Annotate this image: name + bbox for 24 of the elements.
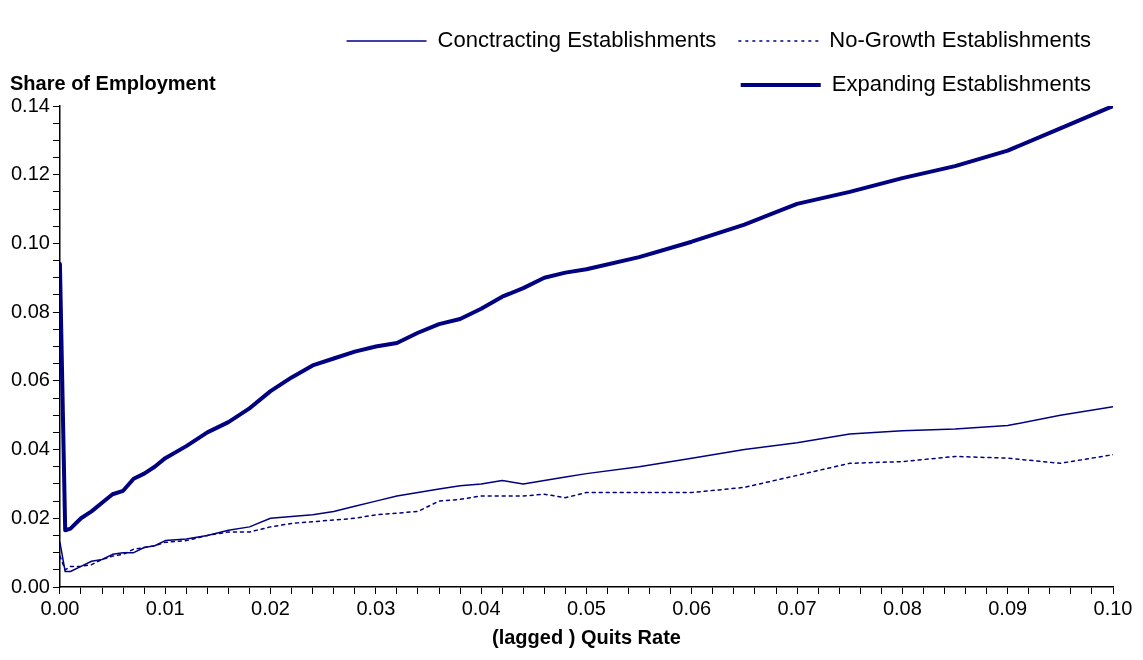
y-tick-label: 0.02 <box>10 505 50 528</box>
legend-label: Conctracting Establishments <box>437 27 717 53</box>
x-tick-label: 0.09 <box>988 596 1028 619</box>
y-tick-label: 0.04 <box>10 437 50 460</box>
legend-label: No-Growth Establishments <box>829 27 1092 53</box>
y-tick-label: 0.06 <box>10 368 50 391</box>
x-tick-label: 0.04 <box>461 596 501 619</box>
x-tick-label: 0.08 <box>882 596 922 619</box>
x-tick-label: 0.10 <box>1093 596 1133 619</box>
x-tick-label: 0.07 <box>777 596 817 619</box>
x-tick-label: 0.05 <box>566 596 606 619</box>
y-tick-label: 0.08 <box>10 299 50 322</box>
x-tick-label: 0.03 <box>356 596 396 619</box>
legend-label: Expanding Establishments <box>831 71 1091 97</box>
y-axis-title: Share of Employment <box>10 71 216 94</box>
x-tick-label: 0.02 <box>251 596 291 619</box>
y-tick-label: 0.00 <box>10 574 50 597</box>
x-tick-label: 0.06 <box>672 596 712 619</box>
y-tick-label: 0.10 <box>10 230 50 253</box>
x-tick-label: 0.01 <box>145 596 185 619</box>
y-tick-label: 0.14 <box>10 93 50 116</box>
x-axis-title: (lagged ) Quits Rate <box>492 625 681 648</box>
x-tick-label: 0.00 <box>40 596 80 619</box>
y-tick-label: 0.12 <box>10 162 50 185</box>
